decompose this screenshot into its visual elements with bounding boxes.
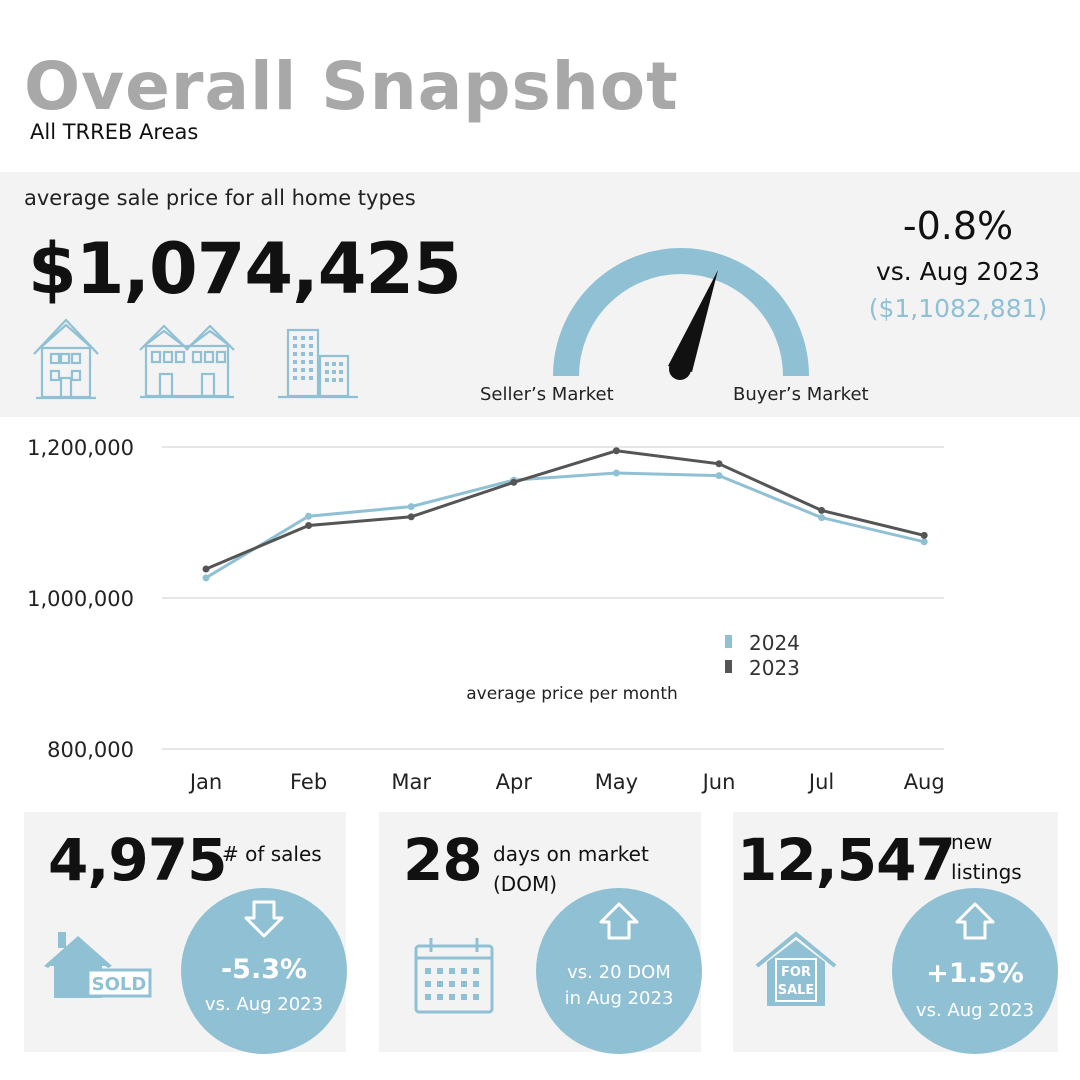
x-tick-label: Jul — [807, 770, 834, 794]
listings-value: 12,547 — [737, 826, 956, 894]
gauge-needle — [668, 270, 718, 380]
arrow-up-icon — [599, 902, 639, 940]
sales-count: 4,975 — [48, 826, 227, 894]
avg-price-value: $1,074,425 — [28, 228, 462, 310]
for-sale-sign-text-2: SALE — [778, 983, 815, 998]
data-point-2023 — [920, 531, 928, 539]
legend-swatch-2024 — [725, 635, 732, 648]
data-point-2024 — [612, 469, 620, 477]
dom-label-line2: (DOM) — [493, 872, 558, 896]
sold-house-icon: SOLD — [44, 932, 152, 998]
calendar-icon — [414, 938, 494, 1014]
page-subtitle: All TRREB Areas — [30, 120, 199, 144]
data-point-2024 — [818, 514, 826, 522]
dom-value: 28 — [403, 826, 483, 894]
condo-building-icon — [278, 328, 358, 399]
sales-change-vs: vs. Aug 2023 — [204, 994, 324, 1015]
data-point-2023 — [612, 447, 620, 455]
y-tick-label: 1,000,000 — [27, 587, 134, 611]
for-sale-sign-text-1: FOR — [781, 965, 811, 980]
series-line-2024 — [205, 471, 925, 580]
legend-swatch-2023 — [725, 660, 732, 673]
price-line-chart: 1,200,000 1,000,000 800,000 Jan Feb Mar Apr May… — [27, 436, 945, 794]
series-line-2023 — [205, 449, 925, 571]
arrow-down-icon — [244, 900, 284, 938]
townhouse-icon — [139, 324, 235, 399]
gauge-buyer-label: Buyer’s Market — [733, 384, 869, 405]
gauge-arc — [553, 248, 809, 377]
data-point-2023 — [818, 506, 826, 514]
listings-change-value: +1.5% — [926, 958, 1024, 989]
page-title: Overall Snapshot — [24, 48, 679, 125]
listings-label-line1: new — [951, 830, 993, 854]
sales-label: # of sales — [222, 842, 322, 866]
x-tick-label: Feb — [290, 770, 327, 794]
dom-card: 28 days on market (DOM) vs. 20 DOM in Au… — [379, 812, 702, 1054]
arrow-up-icon — [955, 902, 995, 940]
x-tick-label: Jan — [188, 770, 222, 794]
listings-card: 12,547 new listings FOR SALE +1.5% vs. A… — [733, 812, 1058, 1054]
chart-caption: average price per month — [466, 684, 678, 704]
data-point-2023 — [715, 460, 723, 468]
x-tick-label: May — [595, 770, 638, 794]
dom-prior-line1: vs. 20 DOM — [567, 962, 671, 983]
summary-panel — [0, 172, 1080, 417]
prior-year-price: ($1,1082,881) — [868, 294, 1048, 323]
for-sale-house-icon: FOR SALE — [755, 931, 837, 1006]
legend-label-2023: 2023 — [749, 656, 800, 680]
x-tick-label: Apr — [496, 770, 533, 794]
sales-change-value: -5.3% — [220, 954, 308, 985]
sales-card: 4,975 # of sales SOLD -5.3% vs. Aug 2023 — [24, 812, 347, 1054]
gauge-seller-label: Seller’s Market — [480, 384, 614, 405]
data-point-2023 — [202, 565, 210, 573]
data-point-2024 — [715, 472, 723, 480]
y-tick-label: 800,000 — [47, 738, 134, 762]
detached-house-icon — [33, 318, 99, 400]
legend-label-2024: 2024 — [749, 631, 800, 655]
data-point-2023 — [510, 478, 518, 486]
avg-price-label: average sale price for all home types — [24, 186, 416, 210]
price-change-percent: -0.8% — [902, 204, 1014, 248]
dom-prior-line2: in Aug 2023 — [564, 988, 674, 1009]
data-point-2024 — [305, 512, 313, 520]
x-tick-label: Aug — [904, 770, 945, 794]
listings-label-line2: listings — [951, 860, 1022, 884]
dom-label-line1: days on market — [493, 842, 649, 866]
data-point-2024 — [920, 538, 928, 546]
dom-change-circle: vs. 20 DOM in Aug 2023 — [536, 888, 702, 1054]
sold-sign-text: SOLD — [92, 974, 147, 995]
x-tick-label: Mar — [391, 770, 431, 794]
data-point-2023 — [407, 513, 415, 521]
data-point-2024 — [202, 574, 210, 582]
x-tick-label: Jun — [701, 770, 736, 794]
y-tick-label: 1,200,000 — [27, 436, 134, 460]
listings-change-vs: vs. Aug 2023 — [915, 1000, 1035, 1021]
price-change-vs: vs. Aug 2023 — [875, 257, 1041, 286]
market-gauge — [553, 248, 809, 380]
sales-change-circle: -5.3% vs. Aug 2023 — [181, 888, 347, 1054]
listings-change-circle: +1.5% vs. Aug 2023 — [892, 888, 1058, 1054]
data-point-2024 — [407, 503, 415, 511]
data-point-2023 — [305, 522, 313, 530]
